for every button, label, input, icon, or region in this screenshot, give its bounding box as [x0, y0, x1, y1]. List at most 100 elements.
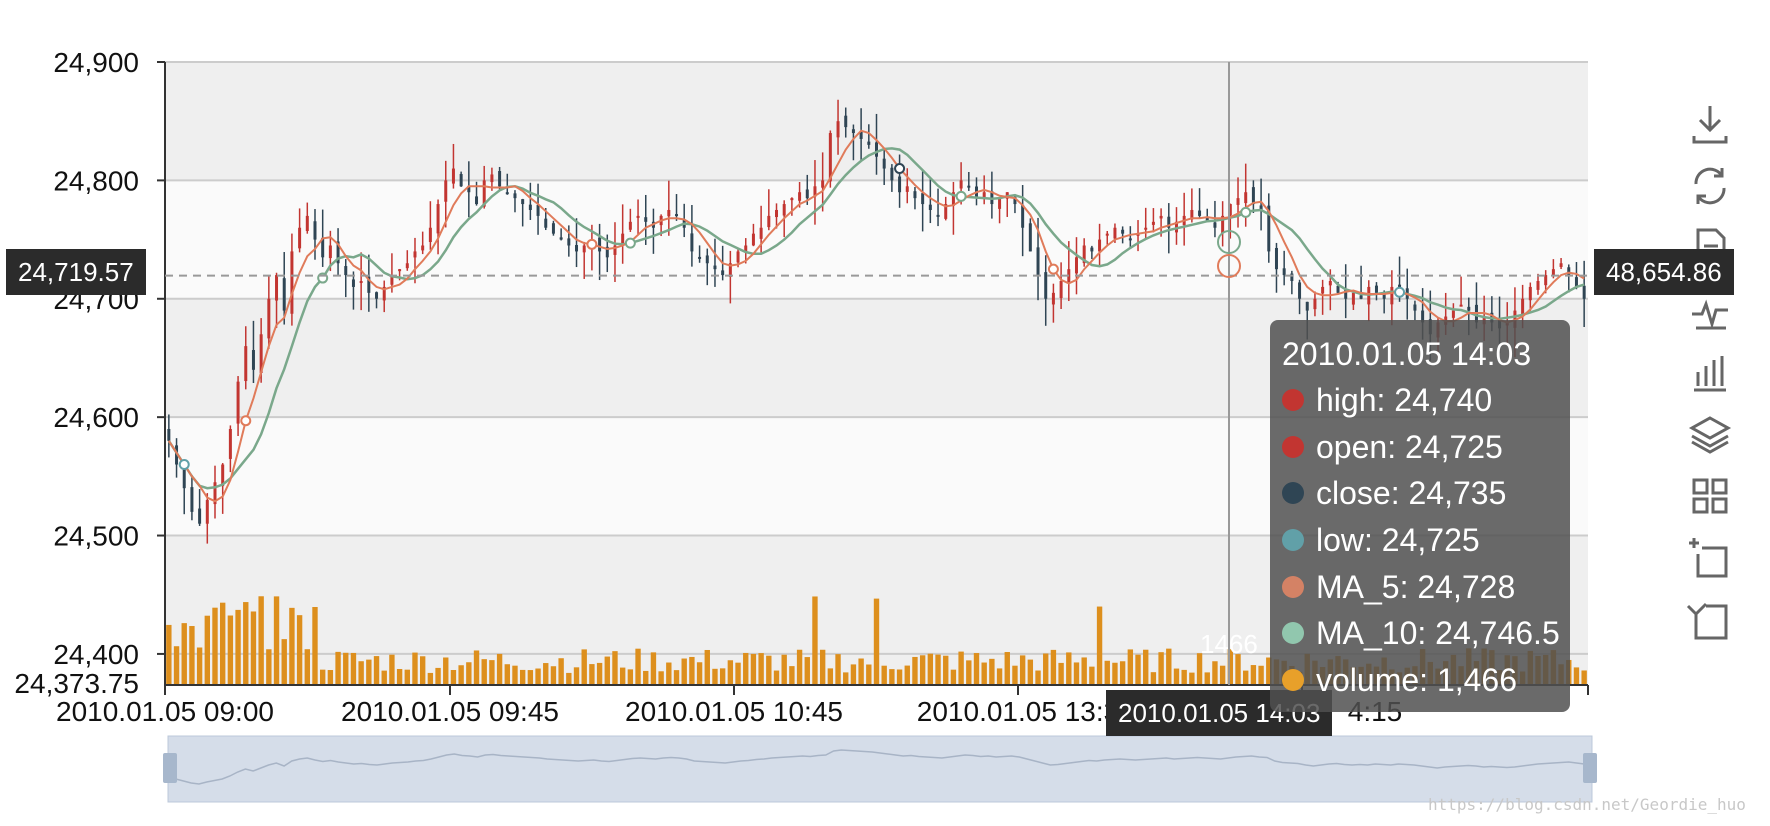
band [165, 180, 1588, 299]
candle-body [851, 129, 855, 134]
candle-body [244, 346, 248, 382]
candle-body [1374, 285, 1378, 293]
data-point-marker [240, 415, 252, 427]
candle-body [859, 131, 863, 139]
candle-body [1413, 304, 1417, 311]
volume-bar [919, 655, 926, 685]
candle-body [1198, 210, 1202, 216]
volume-bar [366, 659, 372, 685]
tiled-icon[interactable] [1684, 472, 1736, 520]
volume-bar [589, 664, 595, 685]
zoom-reset-icon[interactable] [1684, 596, 1736, 644]
volume-bar [843, 672, 849, 685]
candle-body [567, 238, 571, 246]
data-point-marker [894, 163, 906, 175]
volume-bar [273, 596, 280, 685]
candle-body [1082, 245, 1086, 264]
candle-body [213, 482, 217, 505]
volume-bar [1266, 657, 1272, 685]
volume-bar [912, 656, 918, 685]
candle-body [421, 245, 425, 251]
candle-body [644, 217, 648, 222]
volume-bar [396, 668, 403, 685]
volume-bar [312, 607, 318, 685]
data-point-marker [624, 237, 636, 249]
volume-bar [766, 655, 772, 685]
volume-bar [696, 662, 703, 685]
candle-body [1113, 227, 1117, 239]
candle-body [1528, 286, 1532, 301]
bar-chart-icon[interactable] [1684, 348, 1736, 396]
candle-body [1551, 269, 1555, 276]
volume-bar [835, 654, 841, 685]
volume-bar [881, 665, 887, 685]
y-tick-label: 24,900 [53, 47, 139, 78]
volume-bar [658, 671, 664, 685]
volume-bar [966, 660, 972, 685]
x-tick-label: 2010.01.05 10:45 [625, 696, 843, 727]
series-dot [1282, 576, 1304, 598]
volume-bar [904, 665, 910, 685]
line-chart-icon[interactable] [1684, 286, 1736, 334]
candle-body [575, 245, 579, 252]
volume-bar [573, 667, 580, 685]
volume-bar [935, 654, 941, 685]
candle-body [582, 245, 586, 253]
candle-body [428, 227, 432, 243]
volume-bar [819, 649, 826, 685]
tooltip-high: high: 24,740 [1316, 381, 1493, 418]
series-dot [1282, 436, 1304, 458]
candle-body [221, 464, 225, 487]
volume-bar [927, 653, 934, 685]
candle-body [1105, 233, 1109, 236]
volume-bar [796, 649, 803, 685]
slider-track [167, 735, 1593, 803]
candle-body [1274, 247, 1278, 270]
candle-body [1128, 238, 1132, 241]
candle-body [1559, 263, 1563, 267]
candle-body [775, 209, 779, 218]
candle-body [444, 180, 448, 202]
stack-icon[interactable] [1684, 410, 1736, 458]
volume-bar [1004, 652, 1010, 685]
volume-bar [335, 651, 341, 685]
candle-body [1467, 306, 1471, 311]
candle-body [1044, 272, 1048, 299]
tooltip-row-low: low: 24,725 [1282, 520, 1480, 560]
tooltip-row-high: high: 24,740 [1282, 380, 1492, 420]
candle-body [521, 199, 525, 205]
candle-body [405, 263, 409, 269]
volume-bar [450, 670, 457, 685]
volume-bar [527, 670, 534, 685]
volume-bar [704, 649, 710, 685]
candle-body [505, 192, 509, 195]
tooltip: 2010.01.05 14:03 high: 24,740 open: 24,7… [1270, 320, 1570, 712]
volume-bar [673, 670, 680, 685]
volume-bar [1096, 606, 1103, 685]
candle-body [928, 204, 932, 210]
volume-bar [243, 602, 249, 685]
volume-bar [250, 611, 257, 685]
volume-bar [327, 670, 334, 685]
candle-body [282, 278, 286, 311]
volume-bar [750, 653, 757, 685]
volume-bar [650, 652, 657, 685]
volume-bar [596, 662, 603, 685]
candle-body [528, 204, 532, 210]
volume-bar [712, 668, 718, 685]
volume-bar [1143, 649, 1149, 685]
refresh-icon[interactable] [1684, 162, 1736, 210]
download-icon[interactable] [1684, 100, 1736, 148]
candle-body [290, 251, 294, 314]
candle-body [359, 281, 363, 284]
data-zoom-slider[interactable] [163, 735, 1597, 803]
candle-body [1205, 217, 1209, 222]
volume-bar [481, 659, 487, 685]
candle-body [413, 251, 417, 258]
candle-body [598, 237, 602, 252]
zoom-icon[interactable] [1684, 534, 1736, 582]
slider-shadow-line [167, 749, 1593, 785]
candle-body [544, 218, 548, 228]
volume-bar [1258, 665, 1264, 685]
volume-bar [204, 615, 210, 685]
